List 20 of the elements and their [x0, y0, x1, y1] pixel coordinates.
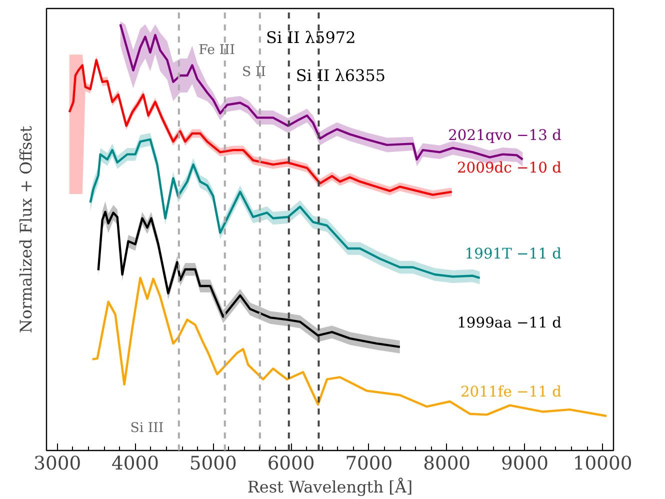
x-tick-label: 10000 [572, 454, 632, 474]
x-tick-label: 8000 [423, 454, 471, 474]
ref-line-label: S II [242, 65, 266, 80]
x-tick-label: 6000 [267, 454, 315, 474]
x-axis-title: Rest Wavelength [Å] [247, 478, 413, 496]
series-label: 2011fe −11 d [460, 383, 562, 400]
y-axis-title: Normalized Flux + Offset [16, 125, 36, 334]
ref-line-label: Si II λ5972 [266, 28, 356, 47]
x-tick-label: 9000 [500, 454, 548, 474]
series-label: 2009dc −10 d [456, 159, 562, 176]
ref-line-label: Si III [130, 421, 164, 436]
series-label: 2021qvo −13 d [448, 126, 562, 144]
ref-line-label: Si II λ6355 [296, 66, 386, 85]
ref-line-label: Fe III [198, 43, 236, 58]
x-tick-label: 4000 [112, 454, 160, 474]
text: 1999aa −11 d [457, 314, 562, 332]
x-tick-label: 7000 [345, 454, 393, 474]
x-tick-label: 3000 [34, 454, 82, 474]
series-label: 1991T −11 d [464, 245, 562, 262]
x-tick-label: 5000 [189, 454, 237, 474]
